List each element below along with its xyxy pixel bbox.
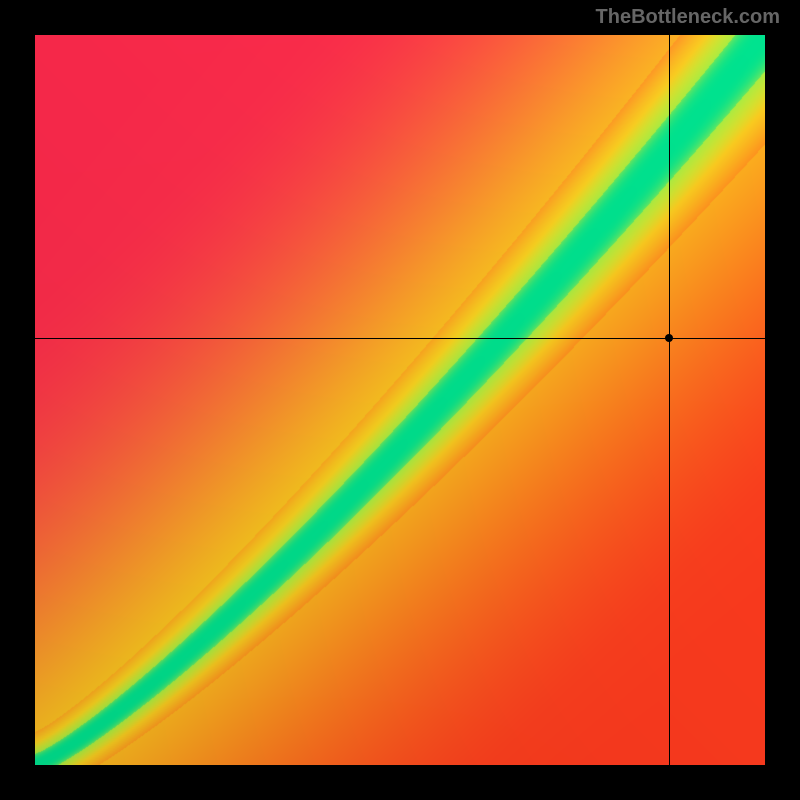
crosshair-vertical: [669, 35, 670, 765]
plot-area: [35, 35, 765, 765]
crosshair-marker: [665, 334, 673, 342]
chart-container: TheBottleneck.com: [0, 0, 800, 800]
heatmap-canvas: [35, 35, 765, 765]
watermark-text: TheBottleneck.com: [596, 6, 780, 29]
crosshair-horizontal: [35, 338, 765, 339]
